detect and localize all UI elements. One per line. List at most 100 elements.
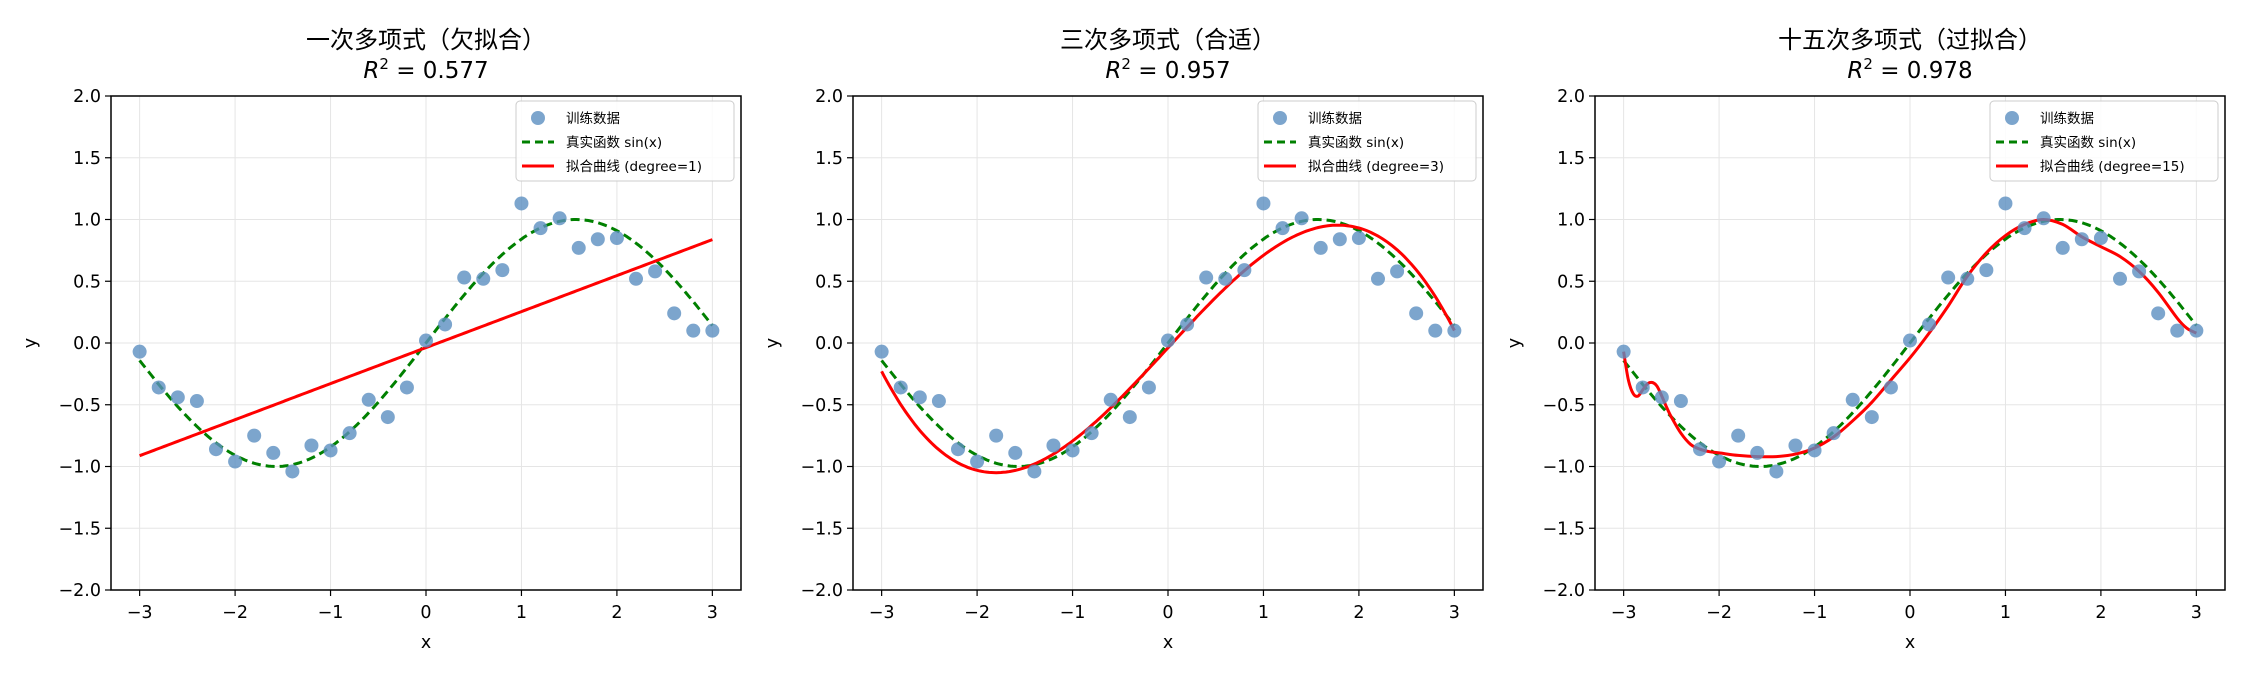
panel-1-y-tick-label-0: −2.0 <box>59 581 102 601</box>
panel-3-x-tick-label-1: −2 <box>1706 603 1732 623</box>
panel-2-data-point-20 <box>1256 196 1271 211</box>
panel-3-data-point-1 <box>1635 380 1650 395</box>
panel-1-y-tick-label-2: −1.0 <box>59 458 102 478</box>
panel-2-data-point-10 <box>1065 443 1080 458</box>
panel-1-legend-box <box>515 100 735 182</box>
panel-1-data-point-14 <box>399 380 414 395</box>
panel-1-data-point-24 <box>590 232 605 247</box>
panel-2-data-point-26 <box>1371 271 1385 286</box>
panel-3-r2-symbol: R <box>1847 58 1863 84</box>
panel-3-y-tick-label-0: −2.0 <box>1543 581 1586 601</box>
panel-3-data-point-28 <box>2151 306 2166 321</box>
panel-3: 十五次多项式（过拟合） R2 = 0.978 −3 −2 −1 0 1 2 3−2.0−1.… <box>1505 26 2226 653</box>
panel-1-x-tick-label-3: 0 <box>420 603 431 623</box>
panel-1-r2-symbol: R <box>363 58 379 84</box>
panel-1-legend-label-points: 训练数据 <box>566 111 620 127</box>
panel-3-data-point-9 <box>1788 438 1803 453</box>
panel-1-data-point-25 <box>609 231 624 246</box>
panel-3-r2-value: = 0.978 <box>1873 58 1973 84</box>
panel-1-title: 一次多项式（欠拟合） <box>306 26 546 54</box>
panel-2-legend-label-sin: 真实函数 sin(x) <box>1308 135 1404 151</box>
panel-2-data-point-30 <box>1447 323 1462 338</box>
panel-3-data-point-22 <box>2036 211 2051 226</box>
panel-3-data-point-13 <box>1864 410 1879 425</box>
panel-2-x-tick-label-5: 2 <box>1353 603 1364 623</box>
panel-3-y-axis-label: y <box>1505 338 1525 348</box>
panel-1-data-point-26 <box>629 271 643 286</box>
panel-2-data-point-14 <box>1141 380 1156 395</box>
panel-1-data-point-11 <box>342 426 357 441</box>
panel-3-x-tick-label-2: −1 <box>1802 603 1828 623</box>
panel-3-data-point-24 <box>2074 232 2089 247</box>
panel-3-data-point-26 <box>2113 271 2127 286</box>
panel-3-legend-label-points: 训练数据 <box>2040 111 2094 127</box>
panel-2-data-point-22 <box>1294 211 1309 226</box>
panel-3-x-tick-label-3: 0 <box>1904 603 1915 623</box>
panel-3-data-point-3 <box>1673 394 1688 409</box>
panel-2-legend-box <box>1257 100 1477 182</box>
panel-3-data-point-30 <box>2189 323 2204 338</box>
panel-2-x-axis-label: x <box>1163 633 1173 653</box>
panel-1-y-tick-label-6: 1.0 <box>73 211 101 231</box>
panel-2-y-tick-label-6: 1.0 <box>815 211 843 231</box>
panel-2-y-tick-label-8: 2.0 <box>815 87 843 107</box>
panel-2-data-point-5 <box>970 454 985 469</box>
panel-1-data-point-28 <box>667 306 682 321</box>
panel-3-x-tick-label-5: 2 <box>2095 603 2106 623</box>
panel-2-data-point-6 <box>989 428 1004 443</box>
panel-1-r2-value: = 0.577 <box>389 58 489 84</box>
panel-2-r2-label: R2 = 0.957 <box>1105 55 1230 84</box>
panel-3-data-point-20 <box>1998 196 2013 211</box>
panel-1-data-point-13 <box>380 410 395 425</box>
panel-1-x-tick-label-6: 3 <box>707 603 718 623</box>
panel-3-data-point-23 <box>2055 240 2070 255</box>
panel-3-data-point-4 <box>1693 442 1707 457</box>
panel-3-data-point-21 <box>2017 221 2032 236</box>
panel-2-legend: 训练数据 真实函数 sin(x) 拟合曲线 (degree=3) <box>1257 100 1477 182</box>
panel-2-data-point-23 <box>1313 240 1328 255</box>
panel-1-data-point-15 <box>419 333 433 348</box>
panel-1-data-point-21 <box>533 221 548 236</box>
panel-3-data-point-15 <box>1903 333 1917 348</box>
panel-2-x-tick-label-0: −3 <box>869 603 895 623</box>
panel-1-x-tick-label-1: −2 <box>222 603 248 623</box>
panel-1-fit-curve-line <box>139 238 713 458</box>
panel-1-data-point-18 <box>476 271 491 286</box>
panel-2-data-point-2 <box>912 390 927 405</box>
panel-1-data-point-8 <box>285 464 300 479</box>
panel-1-x-tick-label-5: 2 <box>611 603 622 623</box>
panel-2-r2-symbol: R <box>1105 58 1121 84</box>
panel-2-y-tick-label-0: −2.0 <box>801 581 844 601</box>
panel-3-data-point-7 <box>1750 445 1765 460</box>
panel-2-data-point-21 <box>1275 221 1290 236</box>
panel-1-x-tick-label-4: 1 <box>516 603 527 623</box>
panel-2-legend-marker-points <box>1273 111 1287 125</box>
panel-2-data-point-9 <box>1046 438 1061 453</box>
panel-3-data-point-14 <box>1883 380 1898 395</box>
panel-1-y-tick-label-4: 0.0 <box>73 334 101 354</box>
panel-1-data-point-12 <box>361 392 376 407</box>
panel-2-x-tick-label-2: −1 <box>1060 603 1086 623</box>
panel-3-y-tick-label-4: 0.0 <box>1557 334 1585 354</box>
panel-3-r2-label: R2 = 0.978 <box>1847 55 1972 84</box>
panel-2-data-point-25 <box>1351 231 1366 246</box>
panel-2-y-tick-label-7: 1.5 <box>815 149 843 169</box>
panel-1-data-point-19 <box>495 263 510 278</box>
panel-3-y-tick-label-2: −1.0 <box>1543 458 1586 478</box>
panel-2-data-point-28 <box>1409 306 1424 321</box>
panel-1-data-point-5 <box>228 454 243 469</box>
panel-3-data-point-12 <box>1845 392 1860 407</box>
panel-1-data-point-7 <box>266 445 281 460</box>
panel-1-data-point-10 <box>323 443 338 458</box>
panel-1-data-point-0 <box>132 344 147 359</box>
panel-1-x-tick-label-2: −1 <box>318 603 344 623</box>
panel-2-data-point-11 <box>1084 426 1099 441</box>
panel-2-y-tick-label-1: −1.5 <box>801 519 844 539</box>
panel-1-r2-exponent: 2 <box>379 55 389 73</box>
panel-3-data-point-0 <box>1616 344 1631 359</box>
panel-2-x-tick-label-4: 1 <box>1258 603 1269 623</box>
panel-3-x-tick-label-0: −3 <box>1611 603 1637 623</box>
panel-2-x-tick-label-1: −2 <box>964 603 990 623</box>
panel-2-y-axis-label: y <box>763 338 783 348</box>
panel-3-y-tick-label-1: −1.5 <box>1543 519 1586 539</box>
